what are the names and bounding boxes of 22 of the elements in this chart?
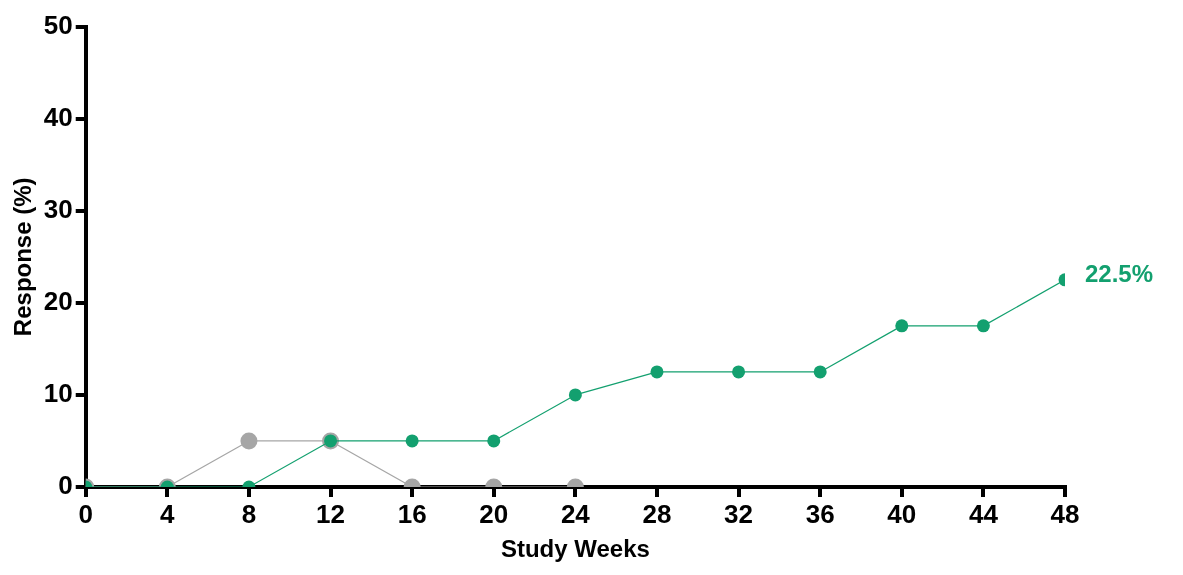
x-tick-label: 20 bbox=[479, 498, 509, 529]
x-tick-label: 48 bbox=[1050, 498, 1080, 529]
x-tick-label: 24 bbox=[560, 498, 591, 529]
x-tick-label: 12 bbox=[316, 498, 345, 529]
x-tick-label: 28 bbox=[642, 498, 672, 529]
x-tick-label: 0 bbox=[78, 498, 93, 529]
y-tick-label: 10 bbox=[43, 378, 73, 409]
x-tick-label: 4 bbox=[160, 498, 176, 529]
x-axis-title: Study Weeks bbox=[500, 535, 650, 563]
x-tick-label: 16 bbox=[397, 498, 427, 529]
x-tick-label: 40 bbox=[887, 498, 917, 529]
x-tick-label: 8 bbox=[241, 498, 257, 529]
y-tick-label: 50 bbox=[43, 9, 73, 40]
y-tick-label: 30 bbox=[43, 193, 73, 224]
x-tick-label: 32 bbox=[724, 498, 754, 529]
annotation: 22.5% bbox=[1085, 260, 1154, 288]
x-tick-label: 44 bbox=[968, 498, 999, 529]
y-tick-label: 20 bbox=[43, 286, 73, 317]
x-tick-label: 36 bbox=[805, 498, 835, 529]
y-axis-title: Response (%) bbox=[9, 177, 37, 337]
y-tick-label: 0 bbox=[58, 470, 73, 501]
y-tick-label: 40 bbox=[43, 101, 73, 132]
